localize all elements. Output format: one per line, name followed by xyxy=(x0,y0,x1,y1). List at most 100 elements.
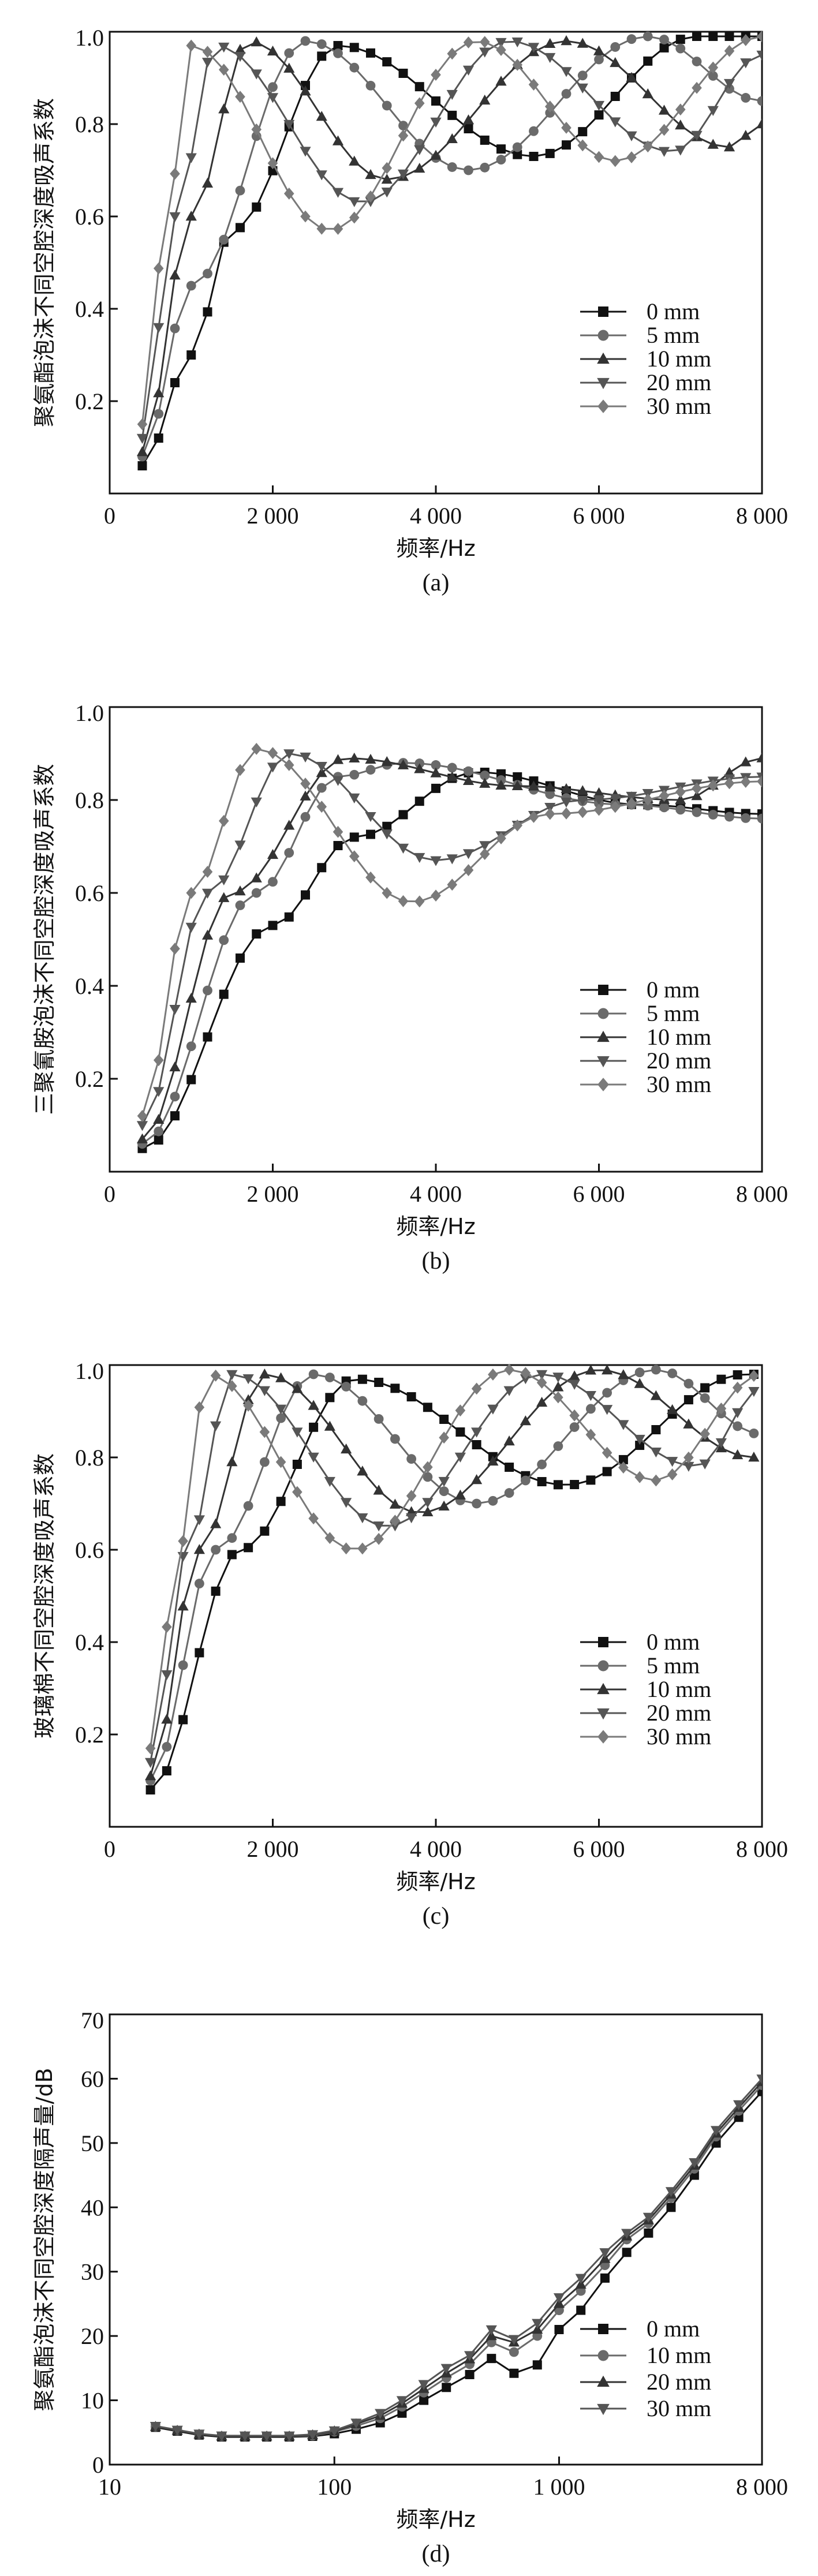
data-point xyxy=(333,223,343,235)
data-point xyxy=(365,190,376,203)
legend-label: 10 mm xyxy=(647,1676,711,1702)
data-point xyxy=(236,953,245,963)
data-point xyxy=(553,2293,565,2304)
data-point xyxy=(397,169,409,180)
data-point xyxy=(430,149,442,160)
y-tick-label: 1.0 xyxy=(75,25,104,51)
data-point xyxy=(561,35,572,46)
data-point xyxy=(675,794,686,805)
data-point xyxy=(422,1498,434,1508)
data-point xyxy=(259,1369,270,1379)
data-point xyxy=(328,2426,340,2436)
data-point xyxy=(431,889,441,902)
data-point xyxy=(235,185,245,196)
data-point xyxy=(324,1420,335,1431)
data-point xyxy=(536,1396,548,1407)
data-point xyxy=(349,197,360,207)
data-point xyxy=(586,1475,596,1485)
data-point xyxy=(153,387,165,398)
data-point xyxy=(464,766,473,776)
data-point xyxy=(593,100,605,111)
data-point xyxy=(284,848,294,858)
data-point xyxy=(243,1501,253,1511)
x-tick-label: 6 000 xyxy=(573,1836,625,1862)
data-point xyxy=(185,153,197,163)
data-point xyxy=(251,872,262,883)
data-point xyxy=(544,803,556,813)
data-point xyxy=(626,34,637,44)
data-point xyxy=(496,832,506,844)
data-point xyxy=(178,1660,188,1670)
x-tick-label: 4 000 xyxy=(410,503,462,529)
chart-panel-a: 0 2 000 4 000 6 000 8 000 0.2 0.4 0.6 0.8 1.0 频率/H… xyxy=(32,25,788,596)
x-tick-label: 0 xyxy=(104,503,115,529)
data-point xyxy=(276,1497,286,1506)
data-point xyxy=(756,118,762,129)
data-point xyxy=(194,1401,205,1414)
x-tick-label: 2 000 xyxy=(247,1181,299,1207)
data-point xyxy=(594,54,604,65)
data-point xyxy=(283,820,295,830)
x-tick-label: 0 xyxy=(104,1181,115,1207)
data-point xyxy=(675,119,686,130)
data-point xyxy=(365,765,376,775)
data-point xyxy=(503,1386,515,1396)
data-point xyxy=(626,797,637,810)
legend-label: 0 mm xyxy=(647,2316,700,2342)
data-point xyxy=(464,124,473,133)
data-point xyxy=(488,1495,498,1506)
data-point xyxy=(332,135,344,145)
data-point xyxy=(178,1715,188,1725)
data-point xyxy=(170,1111,180,1121)
data-point xyxy=(423,1472,433,1482)
data-point xyxy=(446,771,458,782)
data-point xyxy=(145,1770,156,1781)
series-line xyxy=(150,1369,754,1777)
data-point xyxy=(708,32,718,41)
data-point xyxy=(242,1374,254,1385)
data-point xyxy=(756,2074,762,2085)
data-point xyxy=(153,262,164,275)
data-point xyxy=(528,780,540,791)
data-point xyxy=(382,162,393,174)
data-point xyxy=(162,1766,171,1775)
data-point xyxy=(622,2248,632,2257)
legend-label: 5 mm xyxy=(647,1000,700,1026)
data-point xyxy=(643,56,653,66)
data-point xyxy=(381,188,393,198)
data-point xyxy=(471,1382,482,1395)
data-point xyxy=(643,801,653,811)
series-20-mm xyxy=(136,749,762,1131)
data-point xyxy=(275,1404,287,1415)
data-point xyxy=(431,783,440,793)
data-point xyxy=(553,1441,563,1451)
data-point xyxy=(509,2368,519,2378)
data-point xyxy=(667,1468,678,1480)
data-point xyxy=(554,2325,564,2334)
data-point xyxy=(756,752,762,762)
data-point xyxy=(504,1488,514,1498)
data-point xyxy=(570,1480,580,1490)
data-point xyxy=(357,1465,368,1476)
data-point xyxy=(374,1377,384,1387)
data-point xyxy=(216,2431,227,2442)
data-point xyxy=(382,57,392,67)
data-point xyxy=(227,1379,237,1392)
data-point xyxy=(381,174,393,184)
legend-marker xyxy=(597,2403,610,2416)
data-point xyxy=(317,51,327,61)
data-point xyxy=(210,1369,221,1382)
data-point xyxy=(472,1440,481,1450)
x-axis-label: 频率/Hz xyxy=(396,2507,475,2532)
data-point xyxy=(154,1126,164,1136)
data-point xyxy=(439,1414,449,1424)
data-point xyxy=(419,2395,429,2405)
legend-label: 10 mm xyxy=(647,2342,711,2368)
data-point xyxy=(658,104,670,115)
data-point xyxy=(610,155,621,167)
data-point xyxy=(170,943,180,955)
data-point xyxy=(561,783,572,794)
data-point xyxy=(268,921,278,930)
